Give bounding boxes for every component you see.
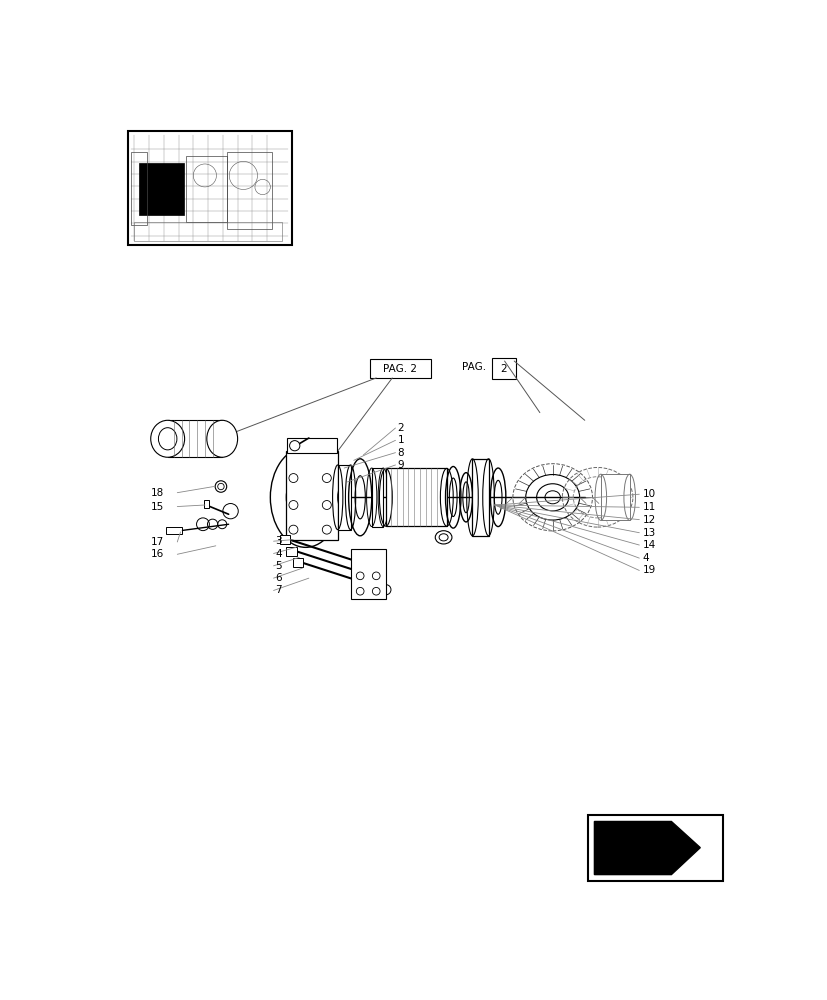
Text: PAG.: PAG.	[461, 362, 485, 372]
Text: 9: 9	[397, 460, 404, 470]
Text: 6: 6	[275, 573, 282, 583]
FancyBboxPatch shape	[287, 438, 337, 453]
FancyBboxPatch shape	[127, 131, 291, 245]
FancyBboxPatch shape	[350, 549, 385, 599]
Text: 10: 10	[642, 489, 655, 499]
Ellipse shape	[322, 474, 331, 483]
Text: 4: 4	[275, 549, 282, 559]
Text: 11: 11	[642, 502, 655, 512]
Ellipse shape	[207, 420, 237, 457]
Ellipse shape	[270, 447, 341, 547]
FancyBboxPatch shape	[131, 134, 289, 242]
FancyBboxPatch shape	[600, 474, 629, 520]
FancyBboxPatch shape	[385, 468, 447, 526]
Text: 8: 8	[397, 448, 404, 458]
FancyBboxPatch shape	[280, 535, 290, 544]
Ellipse shape	[289, 441, 299, 451]
Ellipse shape	[151, 420, 184, 457]
Text: 4: 4	[642, 553, 648, 563]
Ellipse shape	[322, 525, 331, 534]
Ellipse shape	[322, 501, 331, 509]
Polygon shape	[594, 821, 700, 875]
Text: 1: 1	[397, 435, 404, 445]
FancyBboxPatch shape	[286, 547, 296, 556]
FancyBboxPatch shape	[204, 500, 209, 508]
FancyBboxPatch shape	[472, 459, 488, 536]
Ellipse shape	[289, 525, 298, 534]
Ellipse shape	[296, 485, 314, 510]
FancyBboxPatch shape	[286, 451, 337, 540]
Text: 17: 17	[151, 537, 165, 547]
FancyBboxPatch shape	[293, 558, 303, 567]
Ellipse shape	[286, 470, 325, 525]
FancyBboxPatch shape	[337, 465, 350, 530]
FancyBboxPatch shape	[139, 163, 184, 215]
Text: 15: 15	[151, 502, 165, 512]
Ellipse shape	[289, 501, 298, 509]
Text: 16: 16	[151, 549, 165, 559]
FancyBboxPatch shape	[491, 358, 515, 379]
Text: 19: 19	[642, 565, 655, 575]
Text: 7: 7	[275, 585, 282, 595]
FancyBboxPatch shape	[166, 527, 182, 534]
Text: 13: 13	[642, 528, 655, 538]
FancyBboxPatch shape	[587, 815, 722, 881]
Text: 18: 18	[151, 488, 165, 498]
Text: 14: 14	[642, 540, 655, 550]
Text: PAG. 2: PAG. 2	[383, 364, 417, 374]
Text: 2: 2	[500, 364, 507, 374]
FancyBboxPatch shape	[371, 468, 383, 527]
Text: 2: 2	[397, 423, 404, 433]
FancyBboxPatch shape	[167, 420, 222, 457]
Text: 3: 3	[275, 536, 282, 546]
FancyBboxPatch shape	[370, 359, 430, 378]
Ellipse shape	[289, 474, 298, 483]
Ellipse shape	[158, 428, 177, 450]
Text: 12: 12	[642, 515, 655, 525]
Text: 5: 5	[275, 561, 282, 571]
